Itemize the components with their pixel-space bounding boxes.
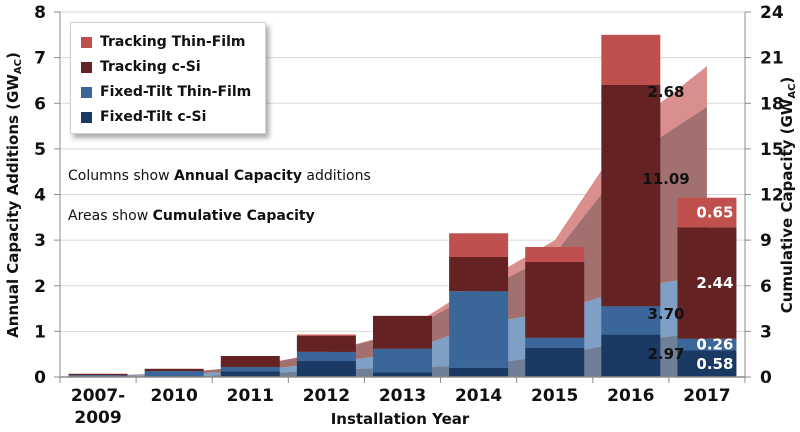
right-tick-label: 9	[760, 231, 772, 251]
cumulative-data-label: 2.97	[647, 345, 684, 363]
bar-tracking-c-si	[449, 257, 509, 292]
legend-item: Fixed-Tilt c-Si	[81, 106, 206, 128]
bar-tracking-thin-film	[601, 34, 661, 85]
bar-tracking-c-si	[525, 262, 585, 338]
legend-label: Tracking c-Si	[100, 59, 201, 75]
right-tick-label: 0	[760, 368, 772, 388]
left-axis-title-close: )	[4, 52, 22, 59]
left-tick-label: 5	[34, 140, 46, 160]
x-axis-title: Installation Year	[331, 410, 470, 428]
bar-tracking-thin-film	[525, 246, 585, 263]
right-tick-label: 15	[760, 140, 784, 160]
annotation-part: Areas show	[68, 208, 153, 224]
left-tick-label: 3	[34, 231, 46, 251]
annotation-part: Columns show	[68, 168, 174, 184]
left-tick-label: 2	[34, 277, 46, 297]
bar-tracking-thin-film	[449, 233, 509, 258]
legend: Tracking Thin-Film Tracking c-Si Fixed-Til…	[70, 22, 266, 134]
bar-fixed-tilt-c-si	[296, 361, 356, 377]
bar-fixed-tilt-thin-film	[525, 337, 585, 348]
left-tick-label: 4	[34, 186, 46, 206]
bar-tracking-thin-film	[296, 334, 356, 336]
bar-tracking-c-si	[296, 335, 356, 352]
bar-fixed-tilt-thin-film	[296, 351, 356, 362]
legend-item: Tracking Thin-Film	[81, 31, 245, 53]
bar-tracking-c-si	[601, 85, 661, 307]
right-tick-label: 3	[760, 322, 772, 342]
legend-swatch	[81, 111, 92, 123]
right-tick-label: 24	[760, 3, 784, 23]
annual-data-label: 0.65	[696, 204, 733, 222]
right-tick-label: 12	[760, 186, 784, 206]
bar-fixed-tilt-c-si	[373, 372, 432, 377]
bar-fixed-tilt-thin-film	[220, 366, 280, 372]
cumulative-data-label: 3.70	[647, 305, 684, 323]
legend-swatch	[81, 36, 92, 48]
right-axis-title: Cumulative Capacity (GWAC)	[778, 77, 798, 314]
annotation-part: Annual Capacity	[174, 168, 302, 184]
bar-fixed-tilt-thin-film	[144, 371, 204, 377]
bar-fixed-tilt-thin-film	[68, 375, 128, 377]
x-tick-label: 2014	[455, 386, 502, 406]
left-tick-label: 6	[34, 94, 46, 114]
x-tick-label: 2016	[607, 386, 654, 406]
annual-data-label: 0.58	[696, 355, 733, 373]
bar-fixed-tilt-c-si	[449, 367, 509, 377]
bar-tracking-c-si	[677, 227, 737, 339]
left-tick-label: 8	[34, 3, 46, 23]
x-tick-label: 2011	[227, 386, 274, 406]
x-tick-label: 2015	[531, 386, 578, 406]
bar-fixed-tilt-c-si	[220, 371, 280, 377]
annotation-part: Cumulative Capacity	[153, 208, 315, 224]
legend-swatch	[81, 86, 92, 98]
bar-fixed-tilt-thin-film	[677, 338, 737, 351]
right-tick-label: 6	[760, 277, 772, 297]
bar-fixed-tilt-thin-film	[373, 348, 432, 373]
left-tick-label: 1	[34, 322, 46, 342]
annotations: Columns show Annual Capacity additions Ar…	[68, 168, 371, 224]
bar-tracking-c-si	[373, 315, 432, 349]
annual-bars	[68, 34, 737, 378]
bar-fixed-tilt-c-si	[525, 347, 585, 377]
x-tick-label: 2012	[303, 386, 350, 406]
right-tick-label: 18	[760, 94, 784, 114]
right-axis-title-close: )	[778, 77, 796, 84]
bar-fixed-tilt-thin-film	[601, 306, 661, 335]
bar-tracking-c-si	[220, 356, 280, 367]
annual-data-label: 2.44	[696, 274, 733, 292]
bar-fixed-tilt-c-si	[677, 350, 737, 377]
cumulative-data-label: 11.09	[642, 170, 689, 188]
x-tick-label: 2009	[74, 408, 121, 428]
x-tick-label: 2007-	[71, 386, 125, 406]
left-axis-title-sub: AC	[13, 59, 24, 74]
cumulative-data-label: 2.68	[647, 83, 684, 101]
annual-data-label: 0.26	[696, 336, 733, 354]
legend-label: Tracking Thin-Film	[100, 34, 246, 50]
left-axis-title: Annual Capacity Additions (GWAC)	[4, 52, 24, 338]
data-labels: 0.580.26 2.44 0.65 2.97 3.70 11.09 2.68	[642, 83, 733, 373]
bar-tracking-thin-film	[677, 197, 737, 228]
bar-tracking-c-si	[144, 368, 204, 372]
right-axis-title-sub: AC	[787, 84, 798, 99]
x-tick-label: 2013	[379, 386, 426, 406]
left-tick-label: 7	[34, 49, 46, 69]
right-tick-label: 21	[760, 49, 784, 69]
bar-tracking-c-si	[68, 373, 128, 376]
annotation-text: Columns show Annual Capacity additions	[68, 168, 371, 184]
bar-fixed-tilt-thin-film	[449, 291, 509, 368]
x-tick-label: 2017	[683, 386, 730, 406]
legend-item: Fixed-Tilt Thin-Film	[81, 81, 251, 103]
legend-item: Tracking c-Si	[81, 56, 201, 78]
annotation-part: additions	[302, 168, 371, 184]
legend-label: Fixed-Tilt Thin-Film	[100, 84, 252, 100]
bar-fixed-tilt-c-si	[601, 334, 661, 377]
left-tick-label: 0	[34, 368, 46, 388]
legend-swatch	[81, 61, 92, 73]
legend-label: Fixed-Tilt c-Si	[100, 109, 207, 125]
x-tick-label: 2010	[151, 386, 198, 406]
annotation-text: Areas show Cumulative Capacity	[68, 208, 315, 224]
